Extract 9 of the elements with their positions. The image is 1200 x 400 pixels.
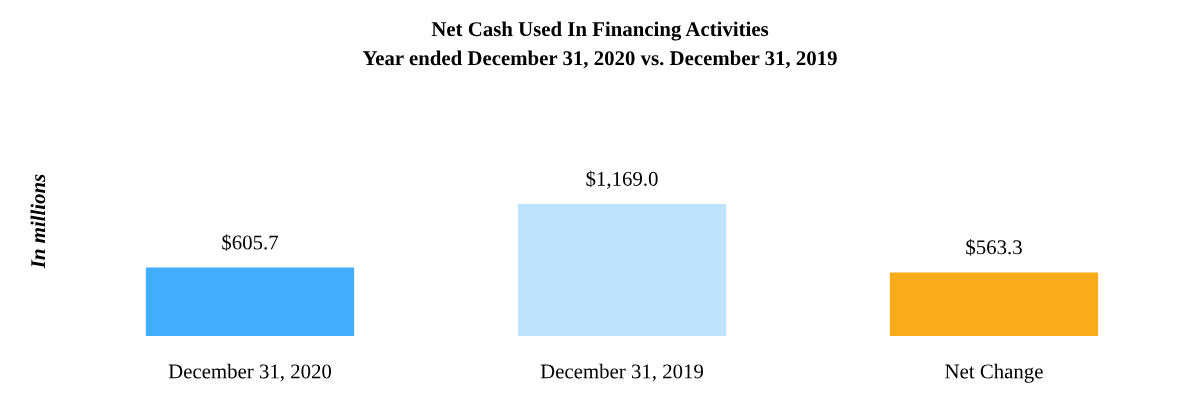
data-label: $605.7 xyxy=(222,234,279,251)
data-label: $563.3 xyxy=(966,238,1022,256)
y-axis-title: In millions xyxy=(30,174,46,269)
x-tick-label: December 31, 2020 xyxy=(168,363,332,382)
chart-subtitle: Year ended December 31, 2020 vs. December 31, 2019 xyxy=(362,50,837,69)
chart-title: Net Cash Used In Financing Activities xyxy=(431,21,769,41)
x-tick-label: Net Change xyxy=(945,363,1043,383)
x-tick-label: December 31, 2019 xyxy=(540,363,703,382)
data-label: $1,169.0 xyxy=(586,170,658,189)
